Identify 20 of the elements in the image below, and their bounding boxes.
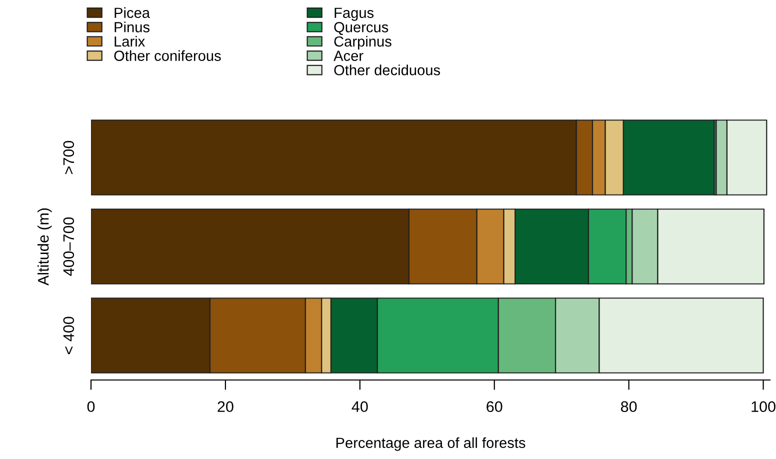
legend-label: Other coniferous: [114, 50, 221, 61]
y-axis-title: Altitude (m): [38, 208, 52, 286]
x-tick-label: 60: [486, 401, 502, 412]
y-tick-label: >700: [63, 140, 74, 174]
y-tick-label: 400–700: [63, 217, 74, 276]
legend-label: Acer: [334, 50, 364, 61]
legend-label: Pinus: [114, 22, 150, 32]
x-tick-label: 0: [87, 401, 95, 412]
x-tick-label: 40: [352, 401, 368, 412]
legend-label: Larix: [114, 36, 145, 47]
legend-label: Carpinus: [334, 36, 392, 50]
x-tick-label: 80: [620, 401, 637, 412]
x-axis-title: Percentage area of all forests: [336, 437, 526, 451]
legend-label: Fagus: [334, 8, 374, 21]
legend-label: Picea: [114, 7, 150, 18]
x-tick-label: 20: [218, 401, 234, 412]
y-tick-label: < 400: [63, 316, 74, 354]
legend-label: Quercus: [334, 22, 388, 35]
x-tick-label: 100: [752, 401, 776, 412]
legend-label: Other deciduous: [334, 64, 440, 76]
